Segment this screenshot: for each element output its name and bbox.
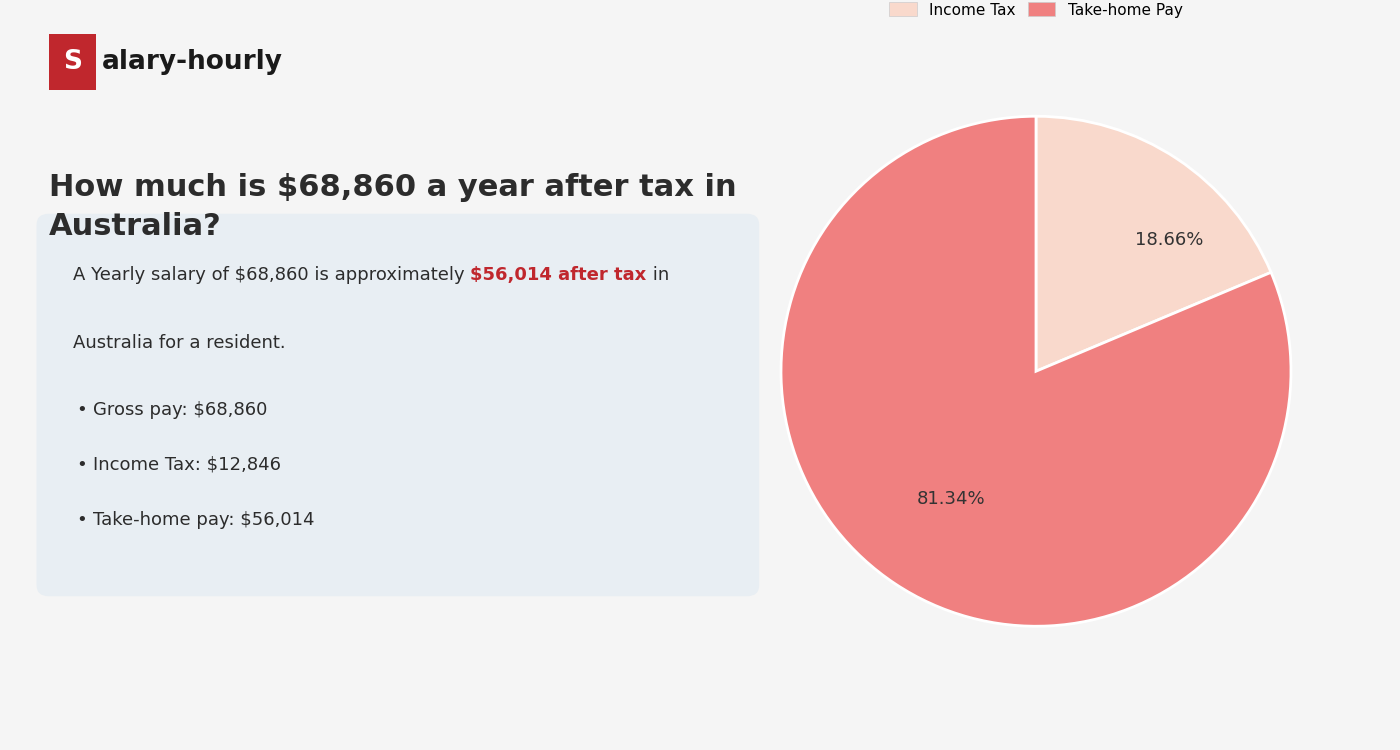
Text: How much is $68,860 a year after tax in
Australia?: How much is $68,860 a year after tax in … — [49, 172, 736, 241]
Wedge shape — [1036, 116, 1271, 371]
Text: Take-home pay: $56,014: Take-home pay: $56,014 — [94, 511, 315, 529]
Text: Gross pay: $68,860: Gross pay: $68,860 — [94, 401, 267, 419]
Legend: Income Tax, Take-home Pay: Income Tax, Take-home Pay — [883, 0, 1189, 24]
Text: Australia for a resident.: Australia for a resident. — [73, 334, 286, 352]
Text: S: S — [63, 49, 81, 75]
FancyBboxPatch shape — [36, 214, 759, 596]
Text: A Yearly salary of $68,860 is approximately: A Yearly salary of $68,860 is approximat… — [73, 266, 470, 284]
Text: $56,014 after tax: $56,014 after tax — [470, 266, 647, 284]
Text: •: • — [76, 511, 87, 529]
Text: 18.66%: 18.66% — [1135, 230, 1204, 248]
Wedge shape — [781, 116, 1291, 626]
Text: •: • — [76, 401, 87, 419]
Text: •: • — [76, 456, 87, 474]
Text: in: in — [647, 266, 669, 284]
Text: Income Tax: $12,846: Income Tax: $12,846 — [94, 456, 281, 474]
FancyBboxPatch shape — [49, 34, 95, 90]
Text: 81.34%: 81.34% — [917, 490, 986, 508]
Text: alary-hourly: alary-hourly — [102, 49, 283, 75]
